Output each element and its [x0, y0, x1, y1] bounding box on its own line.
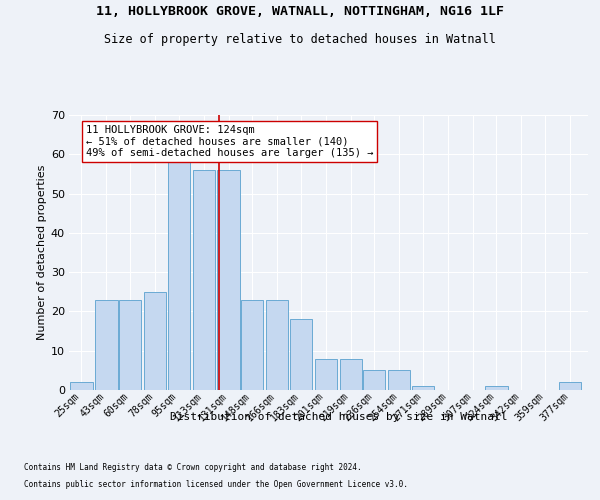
Bar: [388, 370, 410, 390]
Bar: [485, 386, 508, 390]
Text: 11, HOLLYBROOK GROVE, WATNALL, NOTTINGHAM, NG16 1LF: 11, HOLLYBROOK GROVE, WATNALL, NOTTINGHA…: [96, 5, 504, 18]
Text: Distribution of detached houses by size in Watnall: Distribution of detached houses by size …: [170, 412, 508, 422]
Bar: [266, 300, 288, 390]
Bar: [241, 300, 263, 390]
Bar: [290, 320, 312, 390]
Bar: [559, 382, 581, 390]
Bar: [167, 162, 190, 390]
Bar: [70, 382, 92, 390]
Text: Contains HM Land Registry data © Crown copyright and database right 2024.: Contains HM Land Registry data © Crown c…: [24, 462, 362, 471]
Bar: [144, 292, 166, 390]
Text: Contains public sector information licensed under the Open Government Licence v3: Contains public sector information licen…: [24, 480, 408, 489]
Bar: [314, 358, 337, 390]
Bar: [217, 170, 239, 390]
Bar: [119, 300, 141, 390]
Text: Size of property relative to detached houses in Watnall: Size of property relative to detached ho…: [104, 32, 496, 46]
Bar: [340, 358, 362, 390]
Bar: [95, 300, 118, 390]
Y-axis label: Number of detached properties: Number of detached properties: [37, 165, 47, 340]
Bar: [193, 170, 215, 390]
Bar: [412, 386, 434, 390]
Bar: [363, 370, 385, 390]
Text: 11 HOLLYBROOK GROVE: 124sqm
← 51% of detached houses are smaller (140)
49% of se: 11 HOLLYBROOK GROVE: 124sqm ← 51% of det…: [86, 125, 373, 158]
